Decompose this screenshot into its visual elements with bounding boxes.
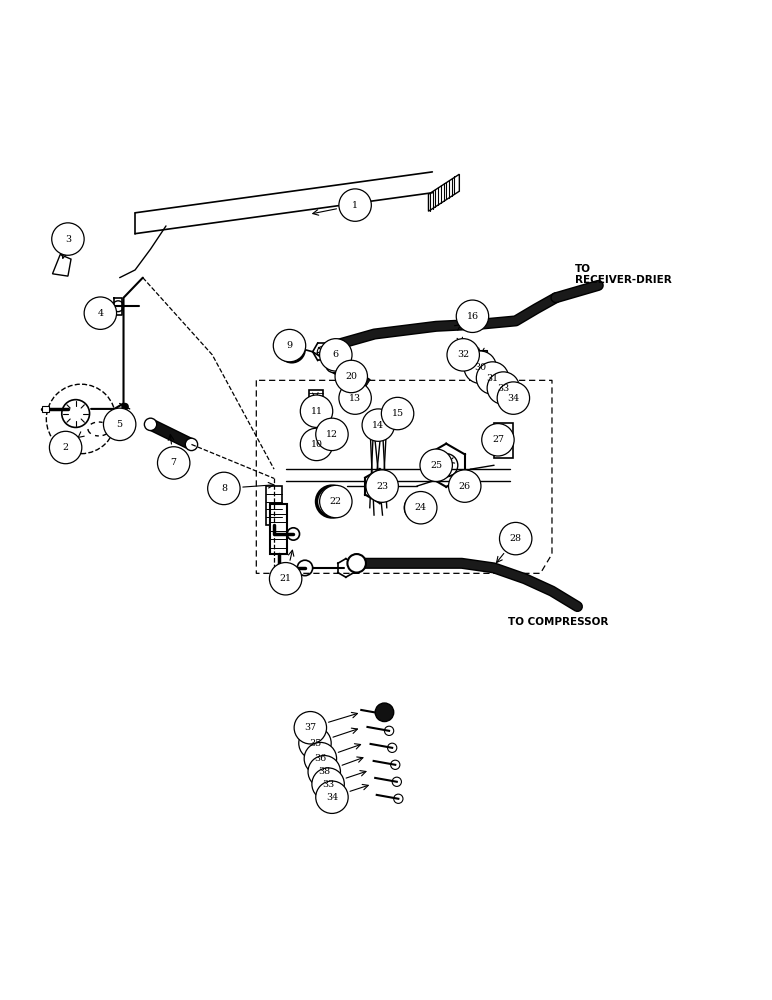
Circle shape bbox=[362, 409, 394, 441]
Bar bbox=[266, 486, 282, 525]
Circle shape bbox=[405, 492, 437, 524]
Text: 8: 8 bbox=[221, 484, 227, 493]
Text: 36: 36 bbox=[314, 754, 327, 763]
Circle shape bbox=[447, 339, 479, 371]
Bar bbox=[494, 423, 513, 458]
Bar bbox=[486, 363, 496, 369]
Circle shape bbox=[144, 418, 157, 431]
Circle shape bbox=[320, 485, 352, 518]
Circle shape bbox=[103, 408, 136, 441]
Circle shape bbox=[269, 563, 302, 595]
Text: 34: 34 bbox=[326, 793, 338, 802]
Circle shape bbox=[375, 703, 394, 722]
Circle shape bbox=[62, 400, 90, 427]
Circle shape bbox=[339, 189, 371, 221]
Text: 14: 14 bbox=[372, 421, 384, 430]
Circle shape bbox=[499, 522, 532, 555]
Circle shape bbox=[326, 357, 341, 373]
Circle shape bbox=[208, 472, 240, 505]
Text: 34: 34 bbox=[507, 394, 520, 403]
Circle shape bbox=[316, 781, 348, 813]
Circle shape bbox=[482, 424, 514, 456]
Circle shape bbox=[455, 341, 468, 353]
Text: 5: 5 bbox=[117, 420, 123, 429]
Bar bbox=[350, 379, 363, 398]
Text: 11: 11 bbox=[310, 407, 323, 416]
Bar bbox=[270, 504, 287, 554]
Circle shape bbox=[312, 768, 344, 800]
Circle shape bbox=[476, 362, 509, 394]
Text: 2: 2 bbox=[63, 443, 69, 452]
Circle shape bbox=[273, 329, 306, 362]
Circle shape bbox=[157, 447, 190, 479]
Circle shape bbox=[497, 382, 530, 414]
Text: 20: 20 bbox=[345, 372, 357, 381]
Bar bbox=[309, 390, 323, 409]
Circle shape bbox=[185, 438, 198, 451]
Text: 1: 1 bbox=[352, 201, 358, 210]
Text: 30: 30 bbox=[474, 363, 486, 372]
Text: TO
RECEIVER-DRIER: TO RECEIVER-DRIER bbox=[575, 264, 672, 285]
Text: 9: 9 bbox=[286, 341, 293, 350]
Text: 33: 33 bbox=[322, 780, 334, 789]
Circle shape bbox=[300, 395, 333, 427]
Circle shape bbox=[84, 297, 117, 329]
Text: 31: 31 bbox=[486, 374, 499, 383]
Text: 23: 23 bbox=[376, 482, 388, 491]
Text: 27: 27 bbox=[492, 435, 504, 444]
Bar bbox=[42, 406, 49, 412]
Circle shape bbox=[316, 418, 348, 451]
Text: 22: 22 bbox=[330, 497, 342, 506]
Circle shape bbox=[299, 727, 331, 759]
Text: 16: 16 bbox=[466, 312, 479, 321]
Circle shape bbox=[122, 404, 128, 410]
Text: 32: 32 bbox=[457, 350, 469, 359]
Bar bbox=[475, 350, 487, 358]
Text: 38: 38 bbox=[318, 767, 330, 776]
Circle shape bbox=[52, 223, 84, 255]
Circle shape bbox=[420, 449, 452, 481]
Text: TO COMPRESSOR: TO COMPRESSOR bbox=[508, 617, 608, 627]
Circle shape bbox=[464, 351, 496, 383]
Circle shape bbox=[366, 470, 398, 502]
Text: 4: 4 bbox=[97, 309, 103, 318]
Text: 25: 25 bbox=[430, 461, 442, 470]
Circle shape bbox=[320, 339, 352, 371]
Text: 10: 10 bbox=[310, 440, 323, 449]
Circle shape bbox=[456, 300, 489, 332]
Text: 28: 28 bbox=[510, 534, 522, 543]
Circle shape bbox=[347, 554, 366, 573]
Circle shape bbox=[339, 382, 371, 414]
Circle shape bbox=[294, 712, 327, 744]
Text: 35: 35 bbox=[309, 739, 321, 748]
Text: 13: 13 bbox=[349, 394, 361, 403]
Text: 15: 15 bbox=[391, 409, 404, 418]
Text: 21: 21 bbox=[279, 574, 292, 583]
Circle shape bbox=[304, 742, 337, 775]
Text: 24: 24 bbox=[415, 503, 427, 512]
Circle shape bbox=[381, 397, 414, 430]
Circle shape bbox=[300, 428, 333, 461]
Text: 37: 37 bbox=[304, 723, 317, 732]
Polygon shape bbox=[428, 174, 459, 211]
Circle shape bbox=[487, 372, 520, 404]
Circle shape bbox=[49, 431, 82, 464]
Text: 33: 33 bbox=[497, 384, 510, 393]
Text: 12: 12 bbox=[326, 430, 338, 439]
Text: 3: 3 bbox=[65, 235, 71, 244]
Text: 26: 26 bbox=[459, 482, 471, 491]
Circle shape bbox=[335, 360, 367, 393]
Circle shape bbox=[449, 470, 481, 502]
Text: 7: 7 bbox=[171, 458, 177, 467]
Text: 6: 6 bbox=[333, 350, 339, 359]
Polygon shape bbox=[52, 255, 71, 276]
Circle shape bbox=[308, 756, 340, 788]
